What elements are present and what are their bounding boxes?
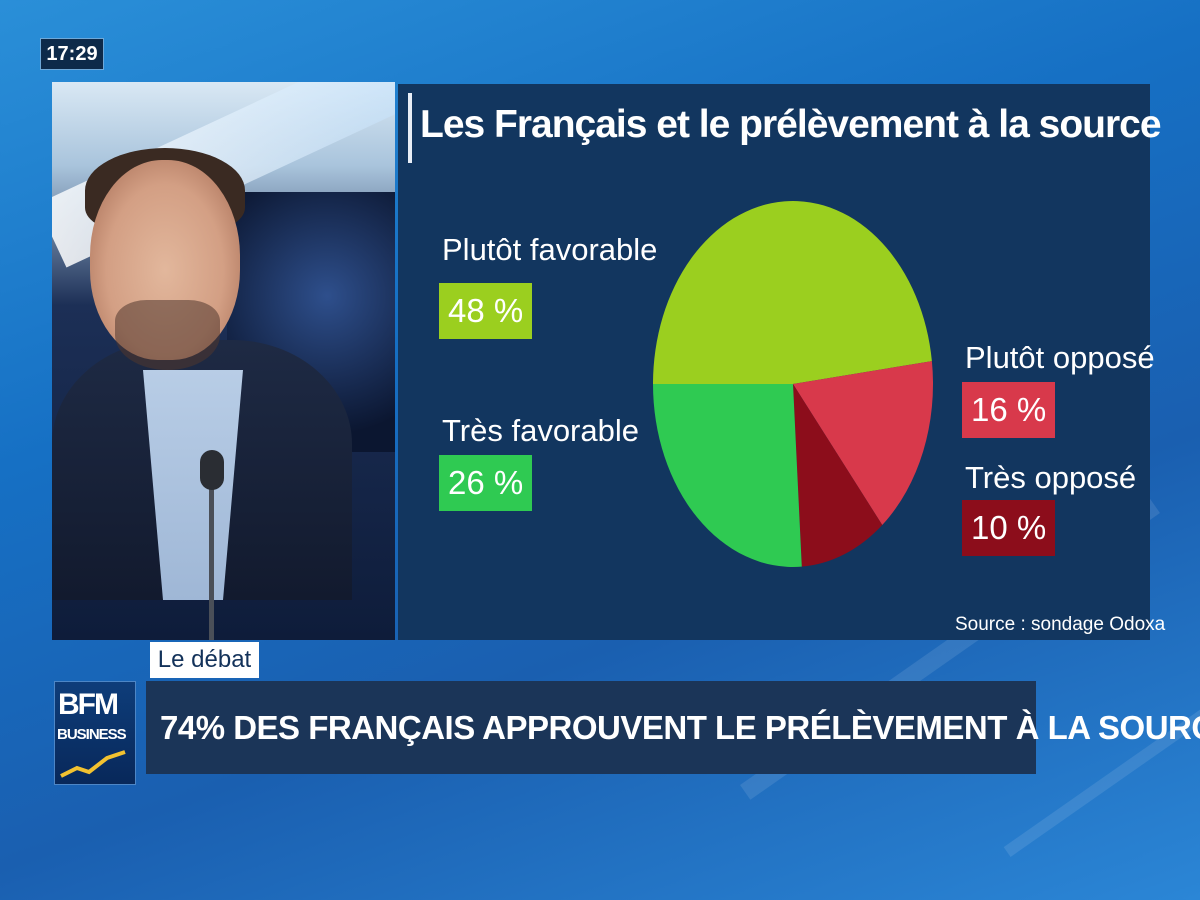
chart-title: Les Français et le prélèvement à la sour… [420,103,1162,146]
bfm-business-logo: BFM BUSINESS [54,681,136,785]
pie-slice-plut-t-oppos- [793,361,933,526]
pie-chart [653,200,933,567]
slice-value-plutot-favorable: 48 % [439,283,533,339]
slice-value-tres-oppose: 10 % [962,500,1056,556]
microphone-stand [209,470,214,640]
slice-label-plutot-favorable: Plutôt favorable [442,232,658,267]
trend-arrow-icon [60,750,126,778]
segment-tag: Le débat [150,642,259,678]
guest-beard [115,300,220,370]
title-accent-bar [408,93,412,163]
slice-label-plutot-oppose: Plutôt opposé [965,340,1155,375]
slice-value-plutot-oppose: 16 % [962,382,1056,438]
guest-shirt [143,370,243,600]
microphone-icon [200,450,224,490]
pie-slice-tr-s-oppos- [793,384,883,567]
clock: 17:29 [40,38,104,70]
pie-slice-tr-s-favorable [653,384,802,567]
slice-value-tres-favorable: 26 % [439,455,533,511]
slice-label-tres-oppose: Très opposé [965,460,1137,495]
pie-slice-plut-t-favorable [653,200,932,384]
headline-banner: 74% DES FRANÇAIS APPROUVENT LE PRÉLÈVEME… [146,681,1200,774]
logo-text-bfm: BFM [58,688,119,721]
slice-label-tres-favorable: Très favorable [442,413,639,448]
logo-text-business: BUSINESS [57,726,127,743]
chart-source: Source : sondage Odoxa [955,614,1166,635]
